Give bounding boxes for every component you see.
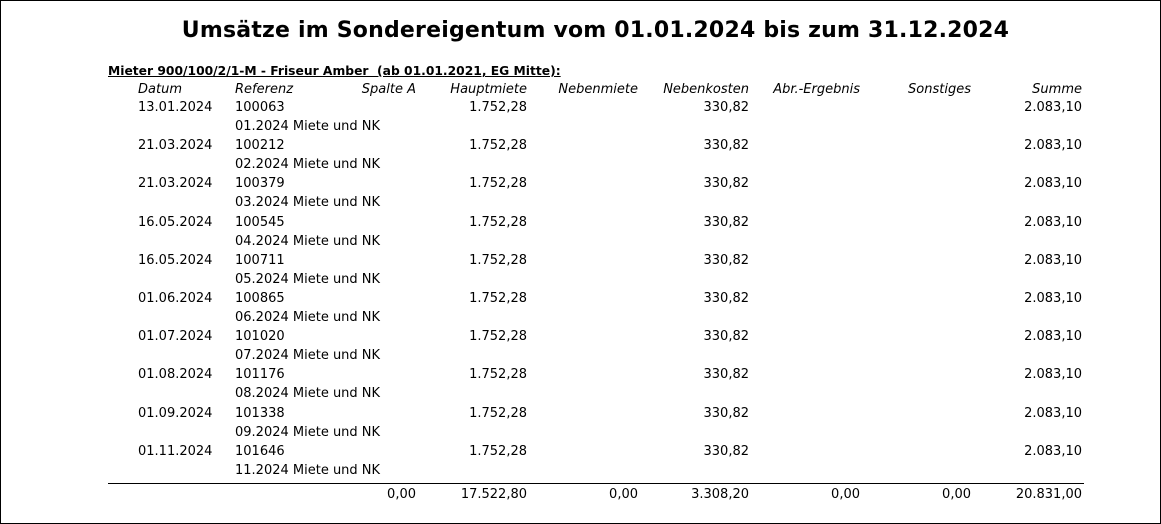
row-booking-text: 08.2024 Miete und NK xyxy=(235,386,381,401)
total-abr-ergebnis: 0,00 xyxy=(831,487,860,502)
row-nebenkosten: 330,82 xyxy=(703,444,750,459)
row-booking-text: 02.2024 Miete und NK xyxy=(235,157,381,172)
row-nebenkosten: 330,82 xyxy=(703,367,750,382)
col-header-summe: Summe xyxy=(1032,82,1082,97)
row-reference: 101020 xyxy=(235,329,285,344)
row-booking-text: 03.2024 Miete und NK xyxy=(235,195,381,210)
total-sonstiges: 0,00 xyxy=(942,487,971,502)
row-date: 01.07.2024 xyxy=(138,329,213,344)
row-date: 01.06.2024 xyxy=(138,291,213,306)
col-header-nebenkosten: Nebenkosten xyxy=(663,82,749,97)
row-nebenkosten: 330,82 xyxy=(703,329,750,344)
total-spalte-a: 0,00 xyxy=(387,487,416,502)
row-nebenkosten: 330,82 xyxy=(703,100,750,115)
row-date: 16.05.2024 xyxy=(138,215,213,230)
row-summe: 2.083,10 xyxy=(1024,367,1082,382)
row-reference: 101338 xyxy=(235,406,285,421)
row-hauptmiete: 1.752,28 xyxy=(469,215,527,230)
row-reference: 100865 xyxy=(235,291,285,306)
total-summe: 20.831,00 xyxy=(1015,487,1082,502)
row-nebenkosten: 330,82 xyxy=(703,176,750,191)
row-hauptmiete: 1.752,28 xyxy=(469,329,527,344)
row-reference: 100212 xyxy=(235,138,285,153)
row-nebenkosten: 330,82 xyxy=(703,291,750,306)
row-date: 21.03.2024 xyxy=(138,176,213,191)
col-header-datum: Datum xyxy=(138,82,182,97)
row-date: 21.03.2024 xyxy=(138,138,213,153)
row-booking-text: 07.2024 Miete und NK xyxy=(235,348,381,363)
total-nebenkosten: 3.308,20 xyxy=(691,487,749,502)
row-nebenkosten: 330,82 xyxy=(703,253,750,268)
row-hauptmiete: 1.752,28 xyxy=(469,444,527,459)
row-hauptmiete: 1.752,28 xyxy=(469,100,527,115)
row-summe: 2.083,10 xyxy=(1024,100,1082,115)
row-reference: 101646 xyxy=(235,444,285,459)
row-summe: 2.083,10 xyxy=(1024,176,1082,191)
row-booking-text: 06.2024 Miete und NK xyxy=(235,310,381,325)
row-date: 13.01.2024 xyxy=(138,100,213,115)
row-nebenkosten: 330,82 xyxy=(703,215,750,230)
row-summe: 2.083,10 xyxy=(1024,215,1082,230)
row-hauptmiete: 1.752,28 xyxy=(469,176,527,191)
row-date: 01.08.2024 xyxy=(138,367,213,382)
row-nebenkosten: 330,82 xyxy=(703,406,750,421)
report-title: Umsätze im Sondereigentum vom 01.01.2024… xyxy=(181,18,1010,43)
row-reference: 100063 xyxy=(235,100,285,115)
row-reference: 100711 xyxy=(235,253,285,268)
col-header-referenz: Referenz xyxy=(235,82,294,97)
total-hauptmiete: 17.522,80 xyxy=(460,487,527,502)
row-nebenkosten: 330,82 xyxy=(703,138,750,153)
col-header-hauptmiete: Hauptmiete xyxy=(450,82,527,97)
totals-divider xyxy=(108,483,1084,484)
row-booking-text: 04.2024 Miete und NK xyxy=(235,234,381,249)
total-nebenmiete: 0,00 xyxy=(609,487,638,502)
row-reference: 100379 xyxy=(235,176,285,191)
row-date: 01.09.2024 xyxy=(138,406,213,421)
row-reference: 101176 xyxy=(235,367,285,382)
row-hauptmiete: 1.752,28 xyxy=(469,138,527,153)
row-hauptmiete: 1.752,28 xyxy=(469,406,527,421)
row-reference: 100545 xyxy=(235,215,285,230)
row-date: 01.11.2024 xyxy=(138,444,213,459)
row-summe: 2.083,10 xyxy=(1024,138,1082,153)
row-summe: 2.083,10 xyxy=(1024,406,1082,421)
col-header-abr-ergebnis: Abr.-Ergebnis xyxy=(773,82,860,97)
row-date: 16.05.2024 xyxy=(138,253,213,268)
col-header-sonstiges: Sonstiges xyxy=(908,82,971,97)
row-summe: 2.083,10 xyxy=(1024,253,1082,268)
row-hauptmiete: 1.752,28 xyxy=(469,291,527,306)
row-booking-text: 01.2024 Miete und NK xyxy=(235,119,381,134)
row-booking-text: 11.2024 Miete und NK xyxy=(235,463,381,478)
row-summe: 2.083,10 xyxy=(1024,329,1082,344)
row-summe: 2.083,10 xyxy=(1024,291,1082,306)
col-header-spalte-a: Spalte A xyxy=(361,82,416,97)
row-hauptmiete: 1.752,28 xyxy=(469,367,527,382)
row-hauptmiete: 1.752,28 xyxy=(469,253,527,268)
row-booking-text: 05.2024 Miete und NK xyxy=(235,272,381,287)
tenant-heading: Mieter 900/100/2/1-M - Friseur Amber (ab… xyxy=(108,64,561,78)
row-summe: 2.083,10 xyxy=(1024,444,1082,459)
col-header-nebenmiete: Nebenmiete xyxy=(558,82,638,97)
row-booking-text: 09.2024 Miete und NK xyxy=(235,425,381,440)
